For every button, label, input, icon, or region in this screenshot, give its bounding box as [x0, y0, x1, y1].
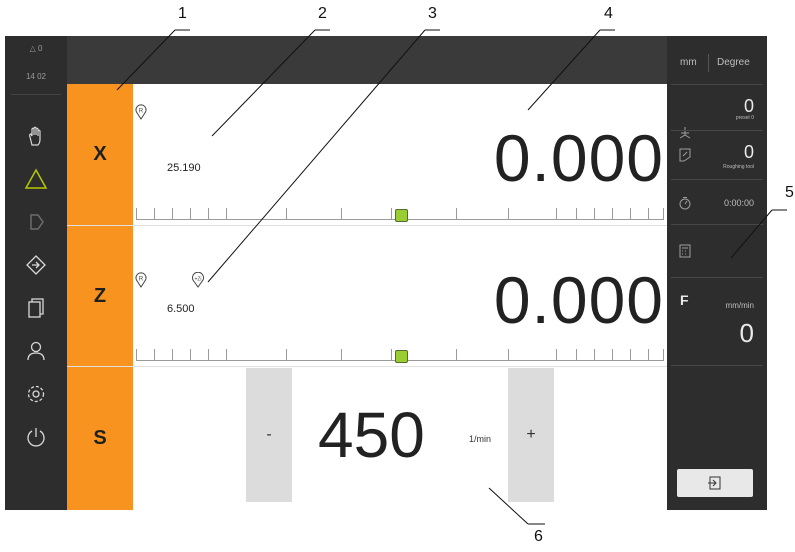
reference-badge: R — [139, 277, 144, 283]
callout-5: 5 — [785, 184, 794, 201]
unit-length-toggle[interactable]: mm — [680, 57, 697, 68]
z-position-marker — [395, 350, 408, 363]
main-menu-sidebar: △ 0 14 02 — [5, 36, 67, 510]
status-bar-toggle-button[interactable] — [677, 469, 753, 497]
callout-1: 1 — [178, 5, 187, 22]
program-management-icon[interactable] — [5, 245, 67, 285]
panel-divider — [671, 224, 763, 225]
sidebar-divider — [11, 94, 61, 95]
panel-divider — [671, 365, 763, 366]
preset-datum-icon — [678, 126, 692, 145]
panel-divider — [671, 130, 763, 131]
unit-divider — [708, 54, 709, 72]
tool-value[interactable]: 0 — [743, 142, 754, 162]
tool-icon — [678, 147, 692, 168]
calculator-icon[interactable] — [679, 244, 691, 263]
reference-badge: R — [139, 109, 144, 115]
z-position-value: 0.000 — [493, 263, 664, 337]
tool-badge: +Zi — [194, 277, 201, 283]
feed-letter: F — [680, 292, 689, 308]
feed-value: 0 — [739, 318, 754, 348]
panel-divider — [671, 277, 763, 278]
status-time: 14 02 — [25, 72, 47, 81]
row-divider — [67, 225, 667, 226]
callout-6: 6 — [534, 528, 543, 545]
callout-4: 4 — [604, 5, 613, 22]
feed-unit: mm/min — [725, 301, 754, 310]
manual-mode-hand-icon[interactable] — [5, 116, 67, 156]
x-position-value: 0.000 — [493, 121, 664, 195]
x-secondary-value: 25.190 — [167, 162, 201, 174]
tool-label: Roughing tool — [723, 164, 754, 170]
top-status-bar — [67, 36, 667, 84]
file-management-icon[interactable] — [5, 288, 67, 328]
z-axis-label[interactable]: Z — [67, 226, 133, 367]
spindle-axis-label[interactable]: S — [67, 367, 133, 510]
program-run-icon[interactable] — [5, 202, 67, 242]
z-secondary-value: 6.500 — [167, 303, 195, 315]
panel-divider — [671, 179, 763, 180]
user-icon[interactable] — [5, 331, 67, 371]
x-position-marker — [395, 209, 408, 222]
unit-angle-toggle[interactable]: Degree — [717, 57, 750, 68]
row-divider — [67, 366, 667, 367]
stopwatch-icon — [678, 196, 692, 215]
settings-gear-icon[interactable] — [5, 374, 67, 414]
preset-label: preset 0 — [735, 115, 754, 121]
callout-3: 3 — [428, 5, 437, 22]
spindle-decrease-button[interactable]: - — [246, 368, 292, 502]
reference-mark-icon: R — [135, 272, 147, 293]
spindle-speed-unit: 1/min — [469, 434, 492, 444]
preset-value[interactable]: 0 — [743, 96, 754, 116]
mdi-triangle-icon[interactable] — [5, 159, 67, 199]
enter-icon — [708, 476, 721, 490]
tool-offset-pin-icon: +Zi — [191, 271, 205, 293]
reference-mark-icon: R — [135, 104, 147, 125]
x-axis-row[interactable] — [133, 84, 667, 225]
status-side-panel — [667, 36, 767, 510]
timer-value[interactable]: 0:00:00 — [723, 198, 754, 208]
status-error-count: △ 0 — [29, 44, 43, 53]
x-axis-label[interactable]: X — [67, 84, 133, 225]
spindle-speed-value: 450 — [318, 399, 425, 471]
spindle-increase-button[interactable]: + — [508, 368, 554, 502]
panel-divider — [671, 84, 763, 85]
power-icon[interactable] — [5, 417, 67, 457]
callout-2: 2 — [318, 5, 327, 22]
